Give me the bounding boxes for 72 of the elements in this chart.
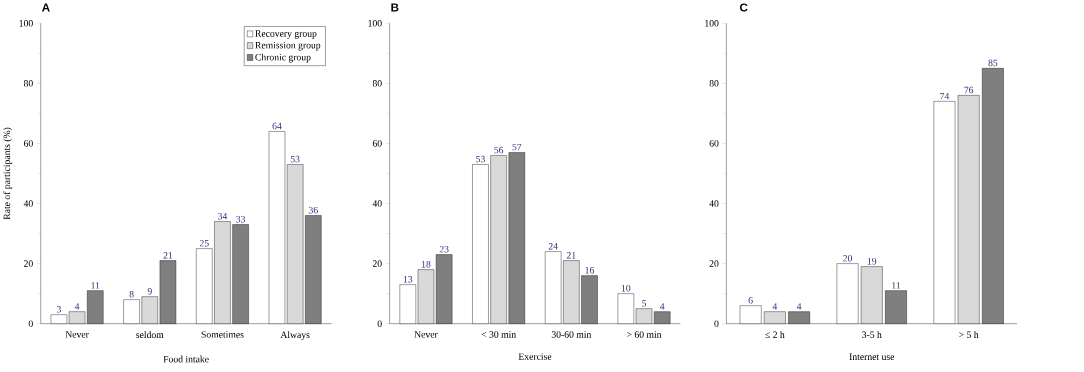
y-tick-label: 20 (709, 260, 719, 267)
data-label: 76 (964, 86, 974, 94)
data-label: 85 (988, 59, 998, 67)
y-tick-label: 20 (372, 260, 382, 267)
data-label: 53 (290, 155, 300, 163)
data-label: 4 (772, 303, 778, 310)
data-label: 5 (642, 300, 647, 307)
x-tick-label: Sometimes (201, 331, 244, 338)
y-tick-label: 0 (377, 320, 382, 327)
data-label: 4 (74, 303, 80, 310)
y-axis-title: Rate of participants (%) (3, 127, 13, 220)
data-label: 4 (659, 303, 665, 310)
y-tick-label: 100 (368, 19, 382, 27)
chart-title: C (739, 3, 748, 12)
x-tick-label: seldom (136, 331, 164, 338)
data-label: 3 (56, 305, 61, 313)
chart-title: A (42, 3, 50, 12)
y-tick-label: 0 (28, 320, 33, 327)
data-label: 11 (91, 282, 100, 289)
data-label: 23 (439, 245, 449, 253)
data-label: 57 (512, 143, 522, 151)
x-axis-title: Food intake (163, 355, 209, 363)
y-tick-label: 0 (714, 320, 719, 327)
y-tick-label: 60 (709, 140, 719, 147)
y-tick-label: 20 (23, 260, 33, 267)
y-tick-label: 100 (705, 19, 719, 27)
x-tick-label: Never (65, 331, 89, 338)
y-tick-label: 40 (709, 200, 719, 207)
x-tick-label: 30-60 min (551, 331, 592, 338)
x-tick-label: > 60 min (627, 331, 662, 338)
legend-label: Remission group (255, 41, 321, 51)
y-tick-label: 40 (23, 200, 33, 207)
data-label: 56 (494, 146, 504, 154)
data-label: 24 (548, 243, 558, 250)
x-tick-label: Always (280, 331, 310, 340)
data-label: 11 (892, 282, 901, 289)
y-tick-label: 60 (372, 140, 382, 147)
chart-title: B (391, 3, 399, 12)
data-label: 9 (147, 287, 152, 295)
x-axis-title: Exercise (518, 353, 552, 360)
x-tick-label: > 5 h (959, 331, 979, 338)
legend-label: Chronic group (255, 53, 311, 63)
x-tick-label: ≤ 2 h (765, 331, 785, 338)
y-tick-label: 100 (19, 19, 33, 27)
x-axis-title: Internet use (849, 353, 895, 360)
y-tick-label: 60 (23, 140, 33, 147)
data-label: 20 (843, 254, 852, 262)
data-label: 21 (566, 252, 576, 259)
y-tick-label: 80 (23, 80, 33, 87)
data-label: 34 (218, 212, 228, 220)
data-label: 16 (585, 266, 595, 274)
data-label: 21 (163, 252, 173, 259)
x-tick-label: < 30 min (481, 331, 516, 338)
y-tick-label: 40 (372, 200, 382, 207)
data-label: 74 (940, 92, 950, 100)
legend-label: Recovery group (255, 30, 317, 39)
x-tick-label: Never (414, 331, 438, 338)
x-tick-label: 3-5 h (862, 331, 882, 338)
data-label: 13 (403, 275, 413, 283)
data-label: 19 (867, 257, 877, 265)
y-tick-label: 80 (372, 80, 382, 87)
data-label: 18 (421, 260, 431, 268)
data-label: 8 (129, 290, 134, 298)
data-label: 53 (476, 155, 485, 163)
y-tick-label: 80 (709, 80, 719, 87)
data-label: 33 (236, 215, 246, 223)
data-label: 10 (621, 284, 631, 292)
data-label: 6 (748, 296, 753, 304)
data-label: 36 (308, 206, 318, 214)
data-label: 25 (199, 239, 209, 247)
data-label: 64 (272, 122, 282, 130)
data-label: 4 (796, 303, 802, 310)
